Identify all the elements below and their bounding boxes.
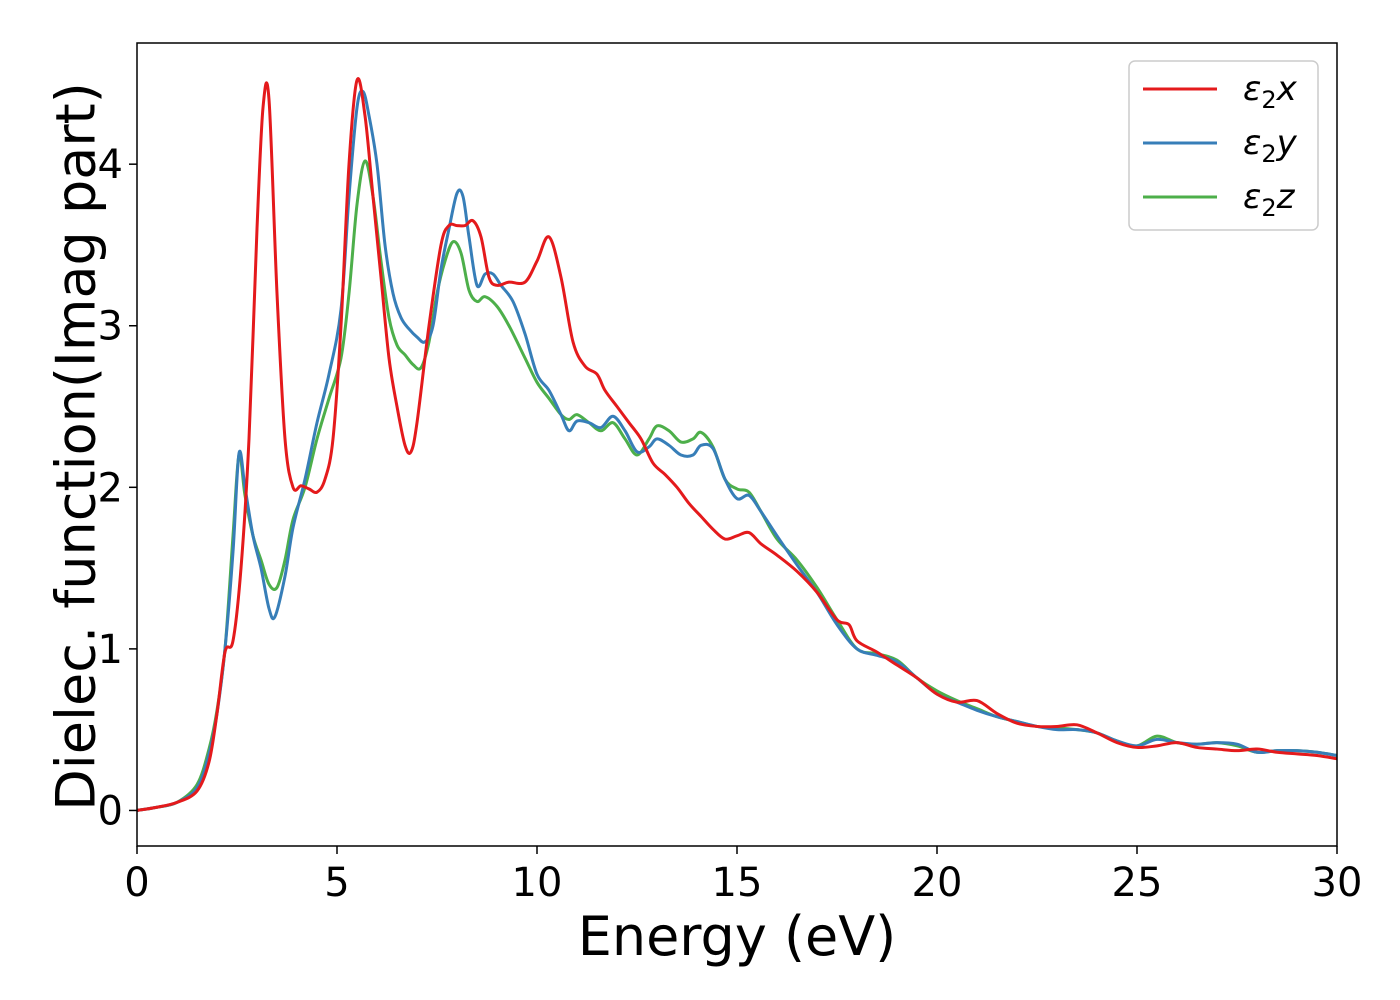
legend: ε2x ε2y ε2z	[1128, 60, 1319, 231]
ticks-layer: 0 5 10 15 20 25 30 0 1 2 3 4	[98, 142, 1363, 906]
series-layer	[137, 77, 1337, 812]
x-axis-title: Energy (eV)	[578, 905, 897, 968]
y-tick-label: 4	[98, 142, 123, 188]
x-tick-label: 10	[512, 860, 563, 906]
x-tick-label: 5	[324, 860, 349, 906]
x-tick-label: 20	[912, 860, 963, 906]
y-axis-title: Dielec. function(Imag part)	[45, 82, 108, 811]
x-tick-label: 0	[124, 860, 149, 906]
legend-label-z: ε2z	[1243, 177, 1296, 222]
legend-box	[1128, 60, 1319, 231]
y-tick-label: 3	[98, 304, 123, 350]
x-tick-label: 25	[1112, 860, 1163, 906]
legend-label-y: ε2y	[1243, 123, 1298, 168]
y-tick-label: 2	[98, 465, 123, 511]
y-tick-label: 0	[98, 788, 123, 834]
x-tick-label: 15	[712, 860, 763, 906]
y-tick-label: 1	[98, 627, 123, 673]
legend-label-x: ε2x	[1243, 69, 1298, 114]
x-tick-label: 30	[1312, 860, 1363, 906]
series-line-x	[137, 77, 1337, 812]
series-line-z	[137, 159, 1337, 812]
